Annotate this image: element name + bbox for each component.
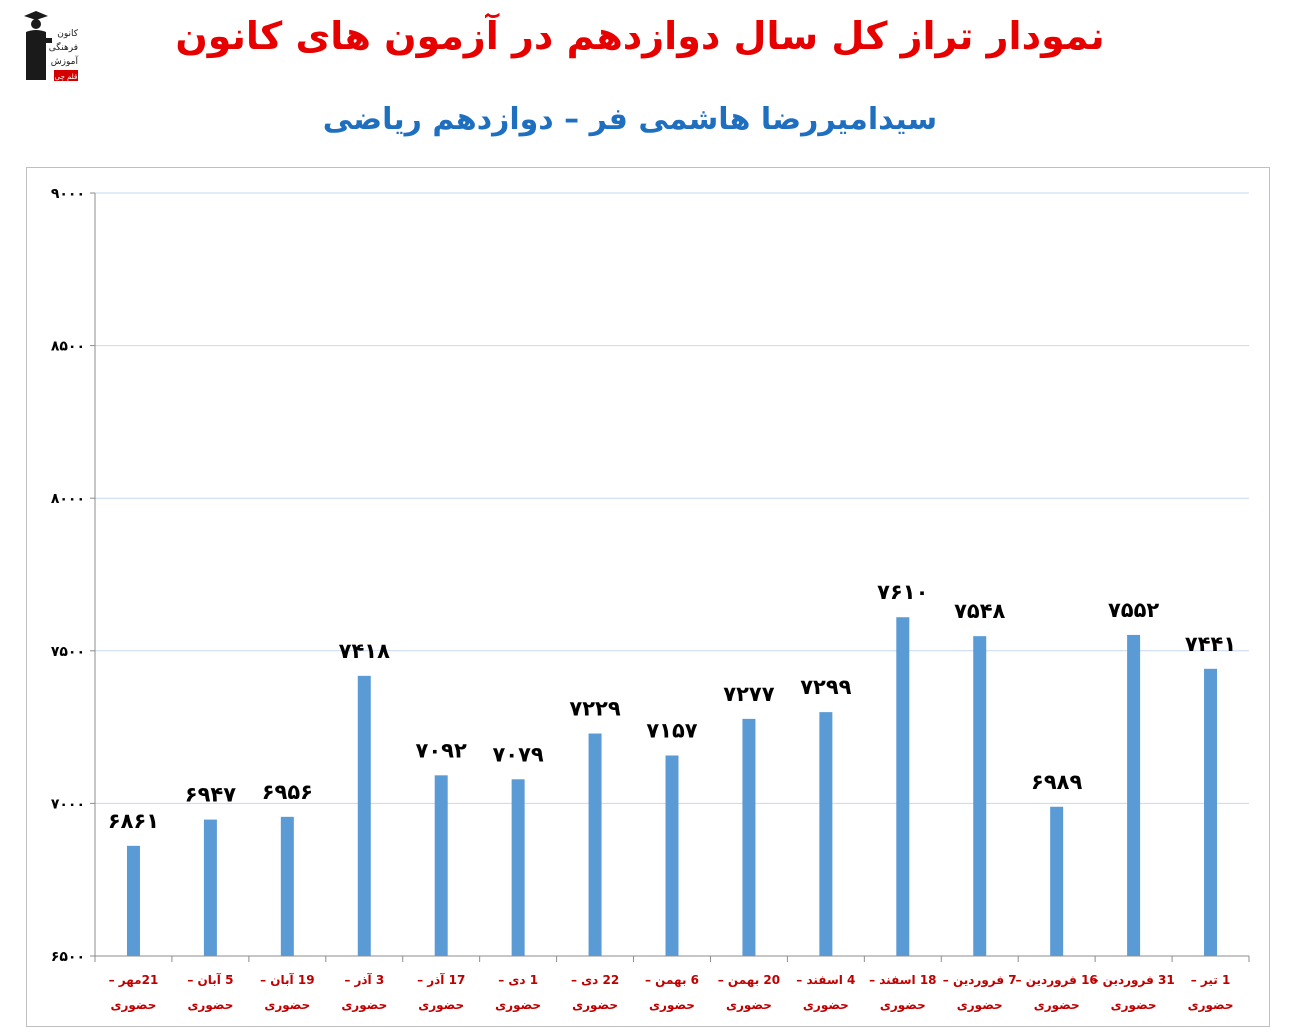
data-label: ۷۰۹۲: [416, 738, 467, 762]
x-tick-label: 22 دی –: [571, 973, 619, 987]
chart-area: ۶۵۰۰ ۷۰۰۰ ۷۵۰۰ ۸۰۰۰ ۸۵۰۰ ۹۰۰۰ ۶۸۶۱ 21مهر – حضوری…: [26, 167, 1270, 1027]
x-tick-label: 21مهر –: [109, 973, 159, 987]
data-label: ۶۸۶۱: [108, 809, 159, 833]
data-label: ۷۲۷۷: [723, 682, 774, 706]
bar: [896, 617, 910, 956]
x-tick-label: حضوری: [187, 998, 233, 1013]
x-tick-label: 16 فروردین –: [1016, 973, 1098, 988]
x-tick-label: 31 فروردین –: [1092, 973, 1174, 988]
x-tick-label: 7 فروردین –: [943, 973, 1017, 988]
bar: [588, 733, 602, 956]
bar: [819, 712, 833, 956]
bar: [126, 845, 140, 956]
bar: [511, 779, 525, 956]
x-tick-label: حضوری: [957, 998, 1003, 1013]
x-tick-label: حضوری: [649, 998, 695, 1013]
x-tick-label: 18 اسفند –: [869, 973, 936, 987]
bar: [665, 755, 679, 956]
data-label: ۷۲۹۹: [800, 675, 851, 699]
x-tick-label: 17 آذر –: [417, 972, 465, 987]
x-tick-label: 1 تیر –: [1191, 973, 1231, 987]
y-tick-label: ۷۰۰۰: [51, 796, 85, 812]
x-tick-label: حضوری: [1111, 998, 1157, 1013]
x-tick-label: حضوری: [111, 998, 157, 1013]
x-tick-label: حضوری: [803, 998, 849, 1013]
x-tick-label: حضوری: [572, 998, 618, 1013]
x-tick-label: 20 بهمن –: [718, 973, 780, 987]
x-tick-label: 6 بهمن –: [645, 973, 699, 987]
x-tick-label: حضوری: [880, 998, 926, 1013]
logo-line-3: آموزش: [51, 55, 79, 67]
x-tick-label: حضوری: [495, 998, 541, 1013]
data-label: ۷۰۷۹: [492, 742, 543, 766]
bar: [1127, 634, 1141, 956]
bar: [1204, 668, 1218, 956]
x-tick-label: حضوری: [418, 998, 464, 1013]
logo-line-2: فرهنگی: [49, 41, 78, 53]
data-label: ۷۱۵۷: [646, 718, 697, 742]
data-label: ۶۹۵۶: [262, 780, 313, 804]
x-tick-label: 4 اسفند –: [796, 973, 855, 987]
data-label: ۶۹۸۹: [1031, 770, 1082, 794]
data-label: ۷۵۴۸: [954, 599, 1005, 623]
x-tick-label: 19 آبان –: [260, 972, 314, 987]
x-tick-label: حضوری: [341, 998, 387, 1013]
bar: [357, 675, 371, 956]
bar: [742, 718, 756, 956]
graduate-figure-icon: [24, 11, 52, 80]
chart-subtitle: سیدامیررضا هاشمی فر – دوازدهم ریاضی: [322, 102, 938, 137]
y-tick-label: ۷۵۰۰: [51, 644, 85, 660]
bar-chart: ۶۵۰۰ ۷۰۰۰ ۷۵۰۰ ۸۰۰۰ ۸۵۰۰ ۹۰۰۰ ۶۸۶۱ 21مهر – حضوری…: [51, 186, 1250, 1013]
x-tick-label: حضوری: [726, 998, 772, 1013]
bar: [280, 816, 294, 956]
x-tick-label: 5 آبان –: [187, 972, 233, 987]
bar: [973, 636, 987, 956]
bar: [434, 775, 448, 956]
chart-title: نمودار تراز کل سال دوازدهم در آزمون های …: [175, 14, 1105, 58]
data-label: ۷۴۱۸: [339, 639, 390, 663]
bar: [1050, 806, 1064, 956]
x-tick-label: حضوری: [1034, 998, 1080, 1013]
data-label: ۷۲۲۹: [569, 697, 620, 721]
bar: [203, 819, 217, 956]
data-label: ۷۵۵۲: [1108, 598, 1159, 622]
y-tick-label: ۸۵۰۰: [51, 339, 85, 355]
kanoon-logo: کانون فرهنگی آموزش قلم چی: [20, 8, 80, 84]
x-tick-label: 1 دی –: [498, 973, 538, 987]
x-tick-label: حضوری: [264, 998, 310, 1013]
data-label: ۶۹۴۷: [185, 783, 236, 807]
y-tick-label: ۹۰۰۰: [51, 186, 85, 202]
data-label: ۷۴۴۱: [1185, 632, 1236, 656]
y-tick-label: ۶۵۰۰: [51, 949, 85, 965]
logo-badge: قلم چی: [55, 73, 78, 81]
logo-line-1: کانون: [57, 29, 79, 39]
x-tick-label: 3 آذر –: [344, 972, 384, 987]
x-tick-label: حضوری: [1188, 998, 1234, 1013]
data-label: ۷۶۱۰: [877, 580, 928, 604]
y-tick-label: ۸۰۰۰: [51, 491, 85, 507]
